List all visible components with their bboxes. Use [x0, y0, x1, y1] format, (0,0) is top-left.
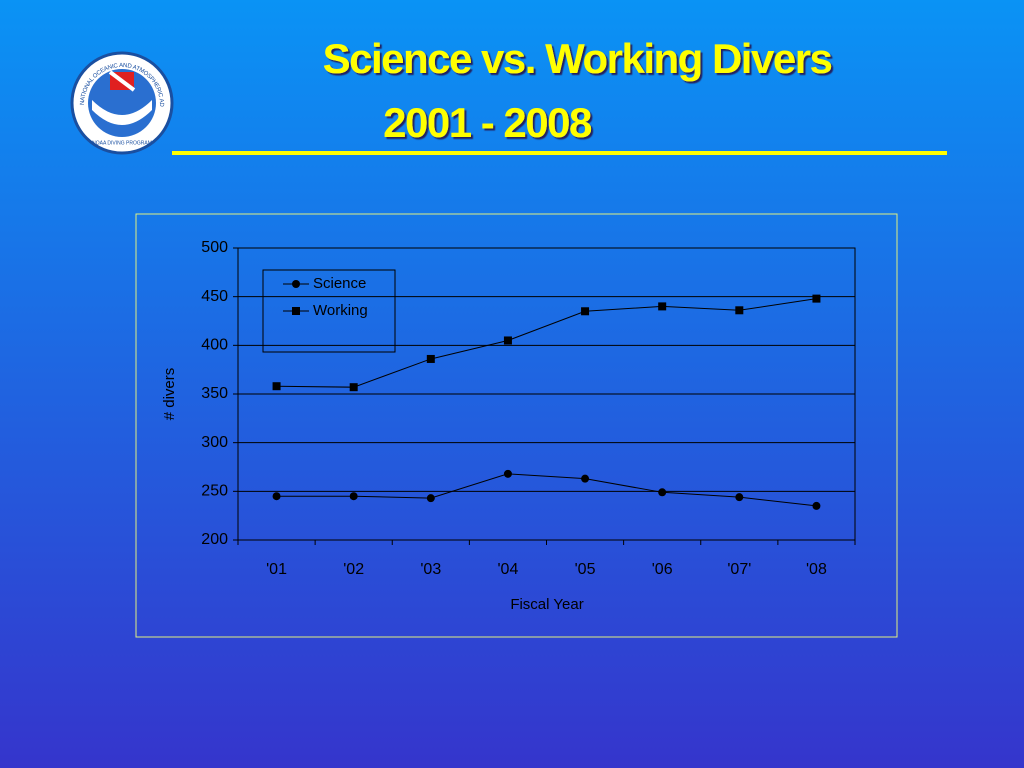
- data-point: [735, 306, 744, 315]
- data-point: [503, 336, 512, 345]
- legend-label: Working: [313, 302, 368, 319]
- y-tick-label: 300: [201, 434, 228, 451]
- y-tick-label: 500: [201, 239, 228, 256]
- y-tick-label: 350: [201, 385, 228, 402]
- x-tick-label: '03: [420, 561, 441, 578]
- legend-marker: [292, 307, 300, 315]
- x-tick-label: '02: [343, 561, 364, 578]
- y-axis-label: # divers: [161, 368, 178, 421]
- y-tick-label: 200: [201, 531, 228, 548]
- data-point: [812, 294, 821, 303]
- x-tick-label: '06: [652, 561, 673, 578]
- data-point: [735, 493, 744, 502]
- series-line: [276, 298, 817, 388]
- data-point: [426, 354, 435, 363]
- data-point: [426, 494, 435, 503]
- data-point: [581, 474, 590, 483]
- x-tick-label: '04: [498, 561, 519, 578]
- logo-flag-stripe: [108, 70, 136, 92]
- logo-subtext: NOAA DIVING PROGRAM: [92, 140, 152, 146]
- data-point: [658, 488, 667, 497]
- x-tick-label: '07': [727, 561, 751, 578]
- data-point: [581, 307, 590, 316]
- x-tick-label: '08: [806, 561, 827, 578]
- data-point: [812, 501, 821, 510]
- data-point: [658, 302, 667, 311]
- title-rule: [172, 151, 947, 155]
- y-tick-label: 450: [201, 288, 228, 305]
- x-tick-label: '05: [575, 561, 596, 578]
- x-axis-label: Fiscal Year: [510, 596, 583, 613]
- x-tick-label: '01: [266, 561, 287, 578]
- data-point: [272, 492, 281, 501]
- data-point: [349, 383, 358, 392]
- legend-box: [262, 269, 396, 353]
- series-line: [276, 473, 817, 507]
- logo-wave: [92, 100, 152, 125]
- legend-label: Science: [313, 275, 366, 292]
- legend-marker: [292, 280, 300, 288]
- data-point: [503, 469, 512, 478]
- data-point: [349, 492, 358, 501]
- chart-title: Science vs. Working Divers: [323, 35, 832, 82]
- data-point: [272, 382, 281, 391]
- y-tick-label: 250: [201, 483, 228, 500]
- chart-frame: [135, 213, 898, 638]
- y-tick-label: 400: [201, 337, 228, 354]
- chart-subtitle: 2001 - 2008: [383, 99, 592, 146]
